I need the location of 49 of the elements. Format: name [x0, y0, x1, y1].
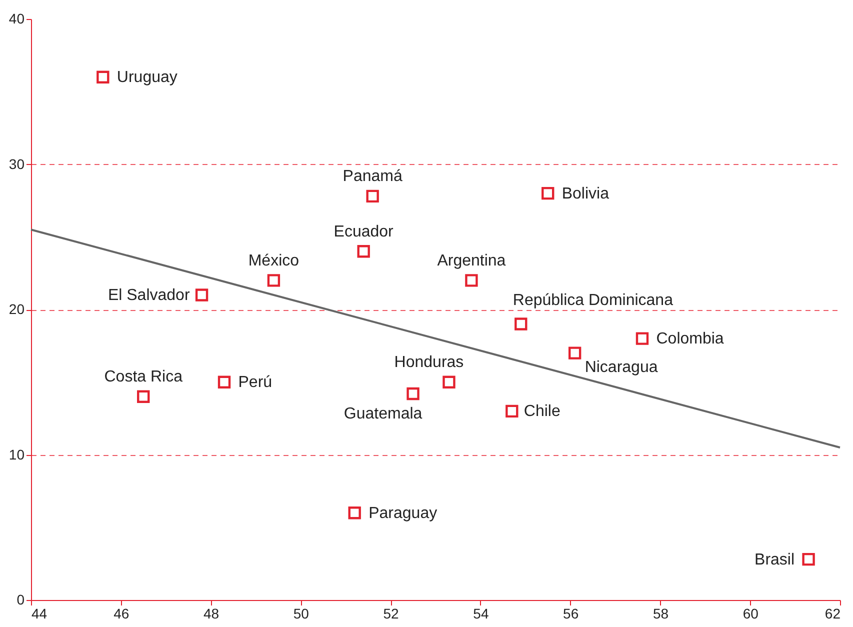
y-tick-label: 20	[8, 301, 25, 317]
point	[802, 552, 815, 566]
y-tick-label: 0	[16, 592, 25, 608]
point	[267, 274, 280, 287]
point	[195, 288, 208, 302]
point	[137, 390, 150, 403]
point	[96, 70, 110, 84]
annotation: Colombia	[656, 330, 724, 348]
x-tick-label: 46	[114, 606, 130, 622]
point	[568, 346, 582, 360]
point	[465, 274, 478, 287]
x-tick-label: 54	[473, 606, 489, 622]
point	[542, 186, 554, 200]
x-tick-label: 62	[824, 606, 841, 622]
point	[357, 245, 370, 258]
annotation: Honduras	[394, 354, 464, 372]
x-tick-label: 56	[563, 606, 579, 622]
point	[218, 376, 231, 388]
annotation: Chile	[524, 403, 560, 420]
y-tick-label: 30	[8, 156, 25, 172]
point	[514, 318, 528, 330]
annotation: Perú	[238, 374, 272, 392]
y-tick-label: 10	[8, 446, 25, 462]
point	[366, 190, 379, 203]
annotation: Ecuador	[334, 223, 394, 240]
annotation: Panamá	[342, 168, 402, 186]
annotation: Brasil	[754, 551, 795, 568]
annotation: República Dominicana	[512, 292, 674, 310]
point	[636, 332, 649, 345]
annotation: Bolivia	[562, 185, 610, 202]
annotation: Argentina	[437, 252, 506, 270]
x-tick-label: 48	[203, 606, 220, 622]
point	[406, 387, 420, 400]
x-tick-label: 50	[293, 606, 310, 622]
point	[442, 376, 456, 388]
point	[506, 404, 518, 418]
x-tick-label: 52	[383, 606, 400, 622]
annotation: Nicaragua	[584, 359, 658, 376]
annotation: Uruguay	[116, 69, 178, 86]
annotation: El Salvador	[108, 286, 190, 304]
annotation: Guatemala	[344, 406, 422, 423]
annotation: México	[248, 252, 300, 270]
annotation: Costa Rica	[104, 368, 183, 386]
x-tick-label: 44	[32, 606, 48, 622]
point	[348, 506, 361, 520]
x-tick-label: 60	[742, 606, 759, 622]
y-tick-label: 40	[8, 10, 25, 26]
annotation: Paraguay	[368, 504, 438, 522]
x-tick-label: 58	[652, 606, 669, 622]
